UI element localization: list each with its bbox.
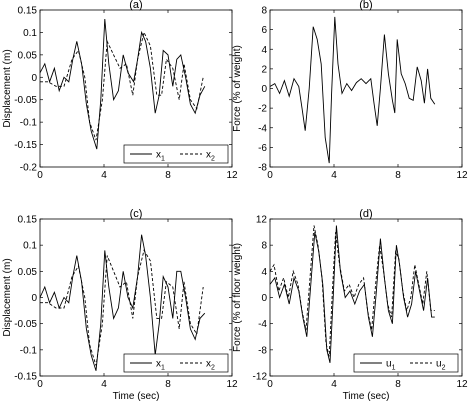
x-tick-label: 4 bbox=[331, 379, 337, 390]
series-2-line bbox=[40, 31, 204, 141]
series-2-line bbox=[40, 249, 204, 366]
y-tick-label: -8 bbox=[258, 163, 267, 174]
panel-3: (c)0 4 8 12-0.15-0.1-0.0500.050.10.15Displa… bbox=[2, 208, 238, 402]
legend-subscript: 1 bbox=[161, 365, 165, 372]
y-tick-label: -4 bbox=[258, 123, 267, 134]
series-1-line bbox=[269, 225, 435, 364]
y-tick-label: -6 bbox=[258, 143, 267, 154]
legend-label-1: u1 bbox=[386, 359, 396, 372]
x-tick-label: 0 bbox=[37, 170, 43, 181]
series-1-line bbox=[39, 234, 206, 371]
y-tick-label: -4 bbox=[258, 319, 267, 330]
x-tick-label: 0 bbox=[267, 379, 273, 390]
axes-box bbox=[39, 9, 233, 168]
x-axis-label: Time (sec) bbox=[343, 391, 390, 402]
y-tick-label: 4 bbox=[261, 45, 267, 56]
y-axis-label: Displacement (m) bbox=[2, 49, 13, 127]
x-tick-label: 0 bbox=[267, 170, 273, 181]
x-axis-label: Time (sec) bbox=[113, 391, 160, 402]
y-tick-label: 0 bbox=[261, 84, 267, 95]
x-tick-label: 12 bbox=[456, 170, 468, 181]
y-tick-label: -2 bbox=[258, 104, 267, 115]
x-tick-label: 8 bbox=[165, 170, 171, 181]
y-tick-label: -0.15 bbox=[14, 372, 37, 383]
y-tick-label: 12 bbox=[256, 215, 268, 226]
legend: u1 u2 bbox=[353, 353, 459, 373]
legend: x1 x2 bbox=[123, 144, 229, 164]
panel-title: (b) bbox=[359, 0, 372, 11]
y-tick-label: 0.15 bbox=[18, 6, 38, 17]
legend-box bbox=[123, 144, 229, 164]
panel-title: (c) bbox=[130, 208, 143, 220]
x-tick-label: 4 bbox=[101, 170, 107, 181]
x-tick-label: 8 bbox=[395, 379, 401, 390]
x-tick-label: 12 bbox=[456, 379, 468, 390]
y-tick-label: 0 bbox=[31, 73, 37, 84]
y-tick-label: -0.1 bbox=[20, 118, 38, 129]
x-tick-label: 0 bbox=[37, 379, 43, 390]
panel-title: (d) bbox=[359, 208, 372, 220]
legend-subscript: 1 bbox=[161, 156, 165, 163]
y-tick-label: -0.15 bbox=[14, 140, 37, 151]
y-tick-label: -0.05 bbox=[14, 319, 37, 330]
y-tick-label: 0 bbox=[31, 293, 37, 304]
y-tick-label: -0.1 bbox=[20, 345, 38, 356]
panel-title: (a) bbox=[129, 0, 142, 11]
legend-subscript: 1 bbox=[392, 365, 396, 372]
legend-label-1: x1 bbox=[156, 359, 165, 372]
y-tick-label: -12 bbox=[253, 372, 268, 383]
y-tick-label: 0.1 bbox=[23, 241, 37, 252]
series-2-line bbox=[269, 225, 435, 357]
legend-box bbox=[123, 353, 229, 373]
x-tick-label: 12 bbox=[226, 379, 238, 390]
y-tick-label: -8 bbox=[258, 345, 267, 356]
y-tick-label: -0.2 bbox=[20, 163, 38, 174]
x-tick-label: 8 bbox=[395, 170, 401, 181]
y-tick-label: 8 bbox=[261, 241, 267, 252]
y-tick-label: 2 bbox=[261, 64, 267, 75]
y-tick-label: 0.1 bbox=[23, 28, 37, 39]
x-tick-label: 8 bbox=[165, 379, 171, 390]
series-1-line bbox=[269, 16, 436, 164]
y-tick-label: 6 bbox=[261, 25, 267, 36]
panel-1: (a)0 4 8 12-0.2-0.15-0.1-0.0500.050.10.15Di… bbox=[2, 0, 238, 181]
y-tick-label: 0.05 bbox=[18, 267, 38, 278]
legend-label-2: x2 bbox=[206, 150, 215, 163]
y-tick-label: 0.05 bbox=[18, 50, 38, 61]
y-axis-label: Displacement (m) bbox=[2, 258, 13, 336]
legend-label-2: u2 bbox=[436, 359, 446, 372]
legend-box bbox=[353, 353, 459, 373]
y-axis-label: Force (% of floor weight) bbox=[232, 243, 243, 352]
axes-box bbox=[39, 218, 233, 377]
legend: x1 x2 bbox=[123, 353, 229, 373]
legend-label-2: x2 bbox=[206, 359, 215, 372]
x-tick-label: 12 bbox=[226, 170, 238, 181]
y-tick-label: 8 bbox=[261, 6, 267, 17]
x-tick-label: 4 bbox=[101, 379, 107, 390]
y-axis-label: Force (% of weight) bbox=[232, 45, 243, 132]
x-tick-label: 4 bbox=[331, 170, 337, 181]
y-tick-label: 0 bbox=[261, 293, 267, 304]
y-tick-label: 4 bbox=[261, 267, 267, 278]
legend-subscript: 2 bbox=[211, 365, 215, 372]
y-tick-label: -0.05 bbox=[14, 95, 37, 106]
panel-2: (b) 0 4 8 12 -8 -6 -4 -2 0 2 4 6 8 Force (% of weight) bbox=[232, 0, 468, 181]
series-1-line bbox=[39, 18, 206, 150]
y-tick-label: 0.15 bbox=[18, 215, 38, 226]
legend-label-1: x1 bbox=[156, 150, 165, 163]
legend-subscript: 2 bbox=[442, 365, 446, 372]
legend-subscript: 2 bbox=[211, 156, 215, 163]
